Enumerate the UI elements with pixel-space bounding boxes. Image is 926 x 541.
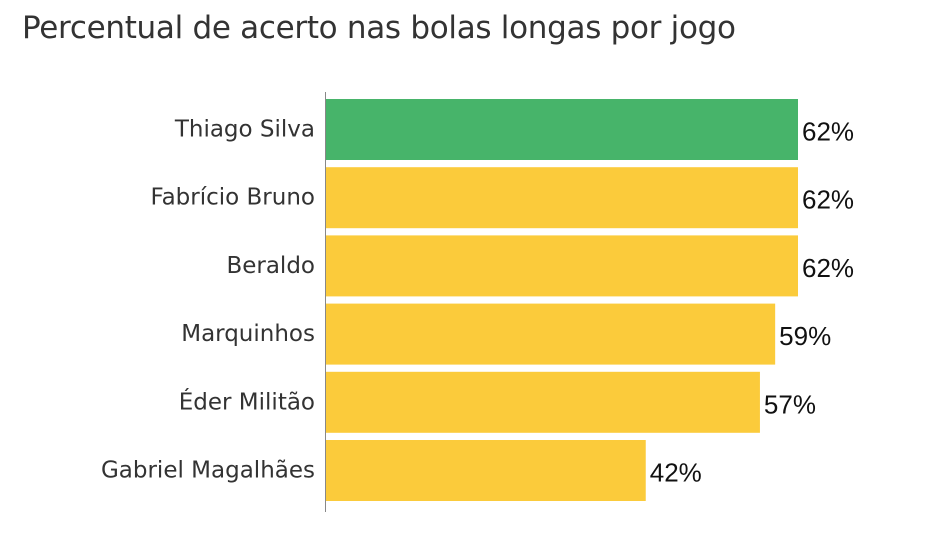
value-label-fabricio-bruno: 62% — [802, 185, 854, 215]
category-label-eder-militao: Éder Militão — [179, 387, 315, 415]
value-label-beraldo: 62% — [802, 253, 854, 283]
category-label-thiago-silva: Thiago Silva — [174, 117, 315, 143]
category-label-fabricio-bruno: Fabrício Bruno — [150, 185, 315, 211]
bars-group — [326, 99, 798, 501]
value-label-thiago-silva: 62% — [802, 117, 854, 147]
value-label-marquinhos: 59% — [779, 321, 831, 351]
category-label-beraldo: Beraldo — [226, 253, 315, 279]
chart-title: Percentual de acerto nas bolas longas po… — [22, 10, 736, 46]
value-label-eder-militao: 57% — [764, 389, 816, 419]
value-labels-group: 62% 62% 62% 59% 57% 42% — [650, 117, 854, 488]
bar-thiago-silva — [326, 99, 798, 160]
bar-marquinhos — [326, 303, 776, 365]
bar-fabricio-bruno — [326, 167, 798, 229]
bar-beraldo — [326, 235, 798, 297]
bar-gabriel-magalhaes — [326, 440, 646, 501]
category-label-gabriel-magalhaes: Gabriel Magalhães — [101, 458, 315, 484]
category-label-marquinhos: Marquinhos — [181, 321, 315, 347]
value-label-gabriel-magalhaes: 42% — [650, 458, 702, 488]
bar-eder-militao — [326, 371, 760, 433]
category-labels-group: Thiago Silva Fabrício Bruno Beraldo Marquin… — [101, 117, 315, 484]
